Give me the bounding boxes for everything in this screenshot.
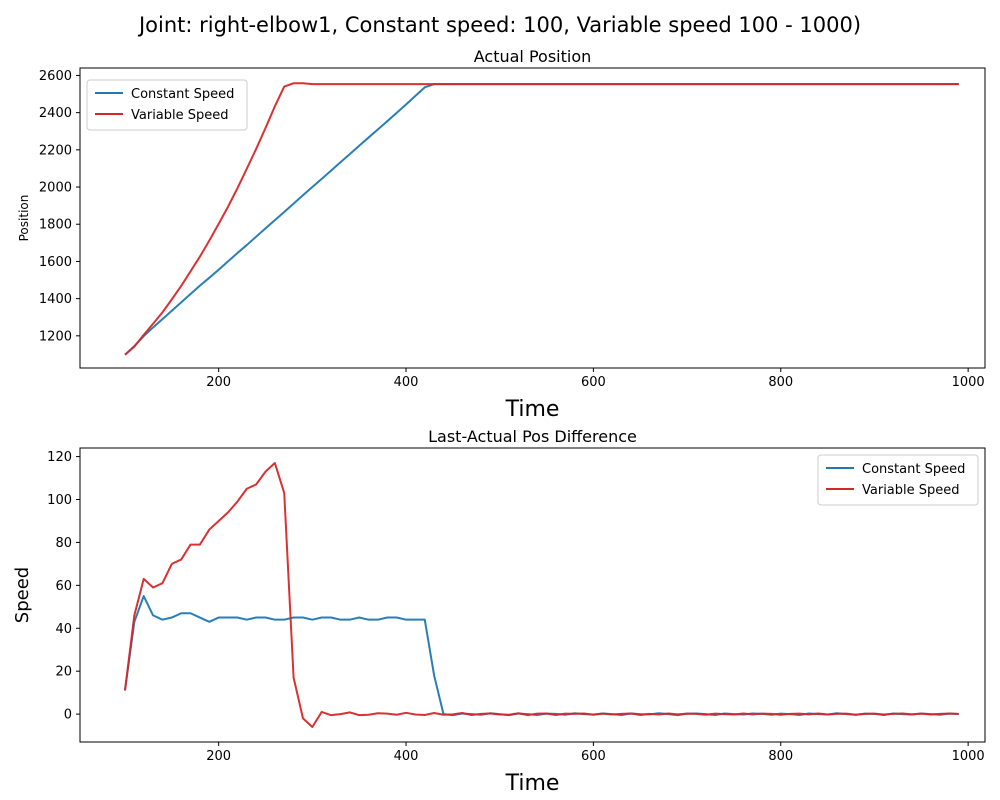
series-line-variable-speed bbox=[124, 82, 959, 356]
x-axis-label: Time bbox=[505, 771, 560, 796]
x-tick-label: 600 bbox=[581, 375, 606, 390]
y-tick-label: 2200 bbox=[39, 143, 72, 158]
legend-box bbox=[86, 79, 248, 131]
x-tick-label: 1000 bbox=[952, 749, 985, 764]
legend-box bbox=[817, 454, 979, 506]
legend-label: Variable Speed bbox=[131, 108, 229, 123]
x-axis-label: Time bbox=[505, 397, 560, 422]
y-tick-label: 0 bbox=[64, 708, 72, 723]
chart-title: Last-Actual Pos Difference bbox=[428, 427, 637, 446]
y-tick-label: 60 bbox=[55, 579, 72, 594]
legend-label: Constant Speed bbox=[131, 87, 234, 102]
legend: Constant Speed Variable Speed bbox=[817, 454, 979, 506]
y-tick-label: 2000 bbox=[39, 181, 72, 196]
y-tick-label: 40 bbox=[55, 622, 72, 637]
x-tick-label: 400 bbox=[394, 749, 419, 764]
x-tick-label: 800 bbox=[768, 749, 793, 764]
series-group bbox=[124, 82, 959, 356]
series-line-variable-speed bbox=[123, 462, 959, 728]
x-tick-label: 600 bbox=[581, 749, 606, 764]
x-tick-label: 200 bbox=[206, 375, 231, 390]
x-tick-label: 200 bbox=[206, 749, 231, 764]
y-tick-label: 100 bbox=[47, 493, 72, 508]
legend-label: Constant Speed bbox=[862, 462, 965, 477]
legend-label: Variable Speed bbox=[862, 483, 960, 498]
y-tick-label: 1800 bbox=[39, 218, 72, 233]
x-tick-label: 1000 bbox=[952, 375, 985, 390]
y-tick-label: 120 bbox=[47, 450, 72, 465]
x-tick-label: 400 bbox=[394, 375, 419, 390]
y-tick-label: 1400 bbox=[39, 292, 72, 307]
y-tick-label: 80 bbox=[55, 536, 72, 551]
x-tick-label: 800 bbox=[768, 375, 793, 390]
y-tick-label: 1200 bbox=[39, 329, 72, 344]
y-tick-label: 2600 bbox=[39, 69, 72, 84]
figure-suptitle: Joint: right-elbow1, Constant speed: 100… bbox=[137, 13, 861, 37]
y-tick-label: 20 bbox=[55, 665, 72, 680]
legend: Constant Speed Variable Speed bbox=[86, 79, 248, 131]
y-axis-label: Speed bbox=[12, 567, 33, 623]
y-axis-label: Position bbox=[17, 195, 31, 242]
chart-title: Actual Position bbox=[474, 47, 592, 66]
y-tick-label: 1600 bbox=[39, 255, 72, 270]
y-tick-label: 2400 bbox=[39, 106, 72, 121]
series-group bbox=[123, 462, 959, 728]
axes-actual-position: Actual Position 200 400 600 800 1000 1200 1400 1… bbox=[17, 47, 986, 422]
